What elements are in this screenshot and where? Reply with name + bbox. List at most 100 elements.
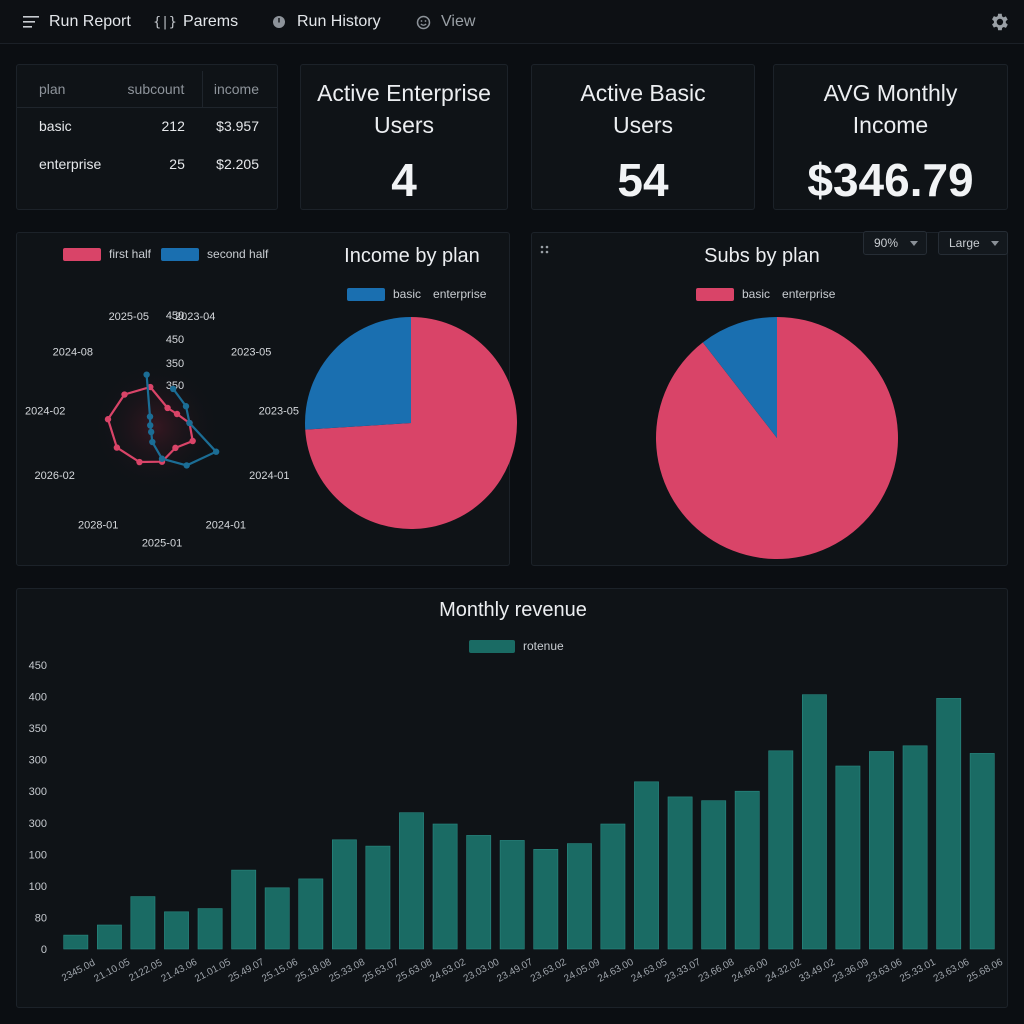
radar-point[interactable] [121, 391, 128, 398]
revenue-bar[interactable] [969, 753, 995, 950]
x-tick-label: 23.66.08 [697, 957, 737, 985]
revenue-bar[interactable] [701, 800, 727, 950]
pie-slice-enterprise[interactable] [702, 317, 777, 438]
revenue-bar[interactable] [634, 781, 659, 950]
radar-axis-label: 2024-02 [25, 406, 65, 418]
radar-point[interactable] [147, 422, 154, 429]
radar-point[interactable] [182, 403, 190, 410]
legend-label-revenue: rotenue [523, 639, 564, 653]
radar-point[interactable] [104, 416, 112, 423]
revenue-bar[interactable] [331, 839, 357, 950]
revenue-bar[interactable] [835, 765, 861, 950]
radar-point[interactable] [146, 413, 154, 420]
radar-point[interactable] [173, 410, 181, 418]
chevron-down-icon [910, 241, 918, 246]
column-header-subcount[interactable]: subcount [115, 71, 204, 108]
run-report-button[interactable]: Run Report [22, 0, 131, 44]
radar-point[interactable] [158, 455, 166, 462]
revenue-bar[interactable] [365, 845, 391, 950]
legend-label-first-half: first half [109, 247, 152, 261]
summary-table-panel: plan subcount income basic 212 $3.957 en… [16, 64, 278, 210]
gear-icon[interactable] [988, 11, 1010, 33]
revenue-bar[interactable] [667, 796, 693, 950]
pie-slice-basic[interactable] [305, 317, 518, 529]
radar-point[interactable] [136, 458, 143, 466]
revenue-bar[interactable] [869, 751, 894, 950]
x-tick-label: 21.10.05 [92, 957, 132, 985]
revenue-bar[interactable] [264, 887, 290, 950]
revenue-bar[interactable] [768, 750, 794, 950]
x-tick-label: 25.33.01 [898, 957, 938, 985]
cell-plan: basic [39, 118, 72, 135]
radar-point[interactable] [172, 444, 179, 452]
revenue-bar[interactable] [231, 869, 257, 950]
radar-point[interactable] [212, 448, 220, 455]
revenue-bar[interactable] [533, 849, 559, 950]
revenue-bar[interactable] [499, 840, 525, 950]
revenue-bar[interactable] [130, 896, 156, 950]
revenue-bar[interactable] [801, 694, 827, 950]
legend-swatch-revenue[interactable] [469, 639, 515, 653]
radar-radial-label: 350 [166, 358, 184, 370]
radar-point[interactable] [183, 462, 190, 469]
pie-slice-basic[interactable] [656, 317, 899, 559]
legend-label-enterprise: enterprise [782, 287, 836, 301]
legend-swatch-first-half[interactable] [63, 247, 101, 261]
radar-point[interactable] [189, 437, 196, 445]
kpi-active-basic-users: Active Basic Users 54 [531, 64, 755, 210]
x-tick-label: 23.63.06 [932, 957, 972, 985]
kpi-title-line: Users [612, 112, 674, 138]
legend-swatch-second-half[interactable] [161, 247, 200, 261]
revenue-bar[interactable] [197, 908, 223, 950]
radar-radial-label: 450 [166, 310, 184, 322]
x-tick-label: 23.03.00 [462, 957, 502, 985]
table-row: basic 212 $3.957 [17, 107, 277, 145]
chevron-down-icon [991, 241, 999, 246]
revenue-bar[interactable] [97, 924, 122, 950]
revenue-bar[interactable] [466, 835, 492, 950]
revenue-bar[interactable] [63, 934, 89, 950]
column-header-plan[interactable]: plan [17, 71, 116, 108]
x-tick-label: 24.63.05 [630, 957, 670, 985]
kpi-value: $346.79 [807, 154, 974, 206]
braces-icon: {|} [153, 14, 177, 30]
size-value: Large [949, 236, 980, 250]
legend-swatch-basic[interactable] [347, 287, 385, 301]
radar-point[interactable] [164, 404, 171, 412]
revenue-bar[interactable] [432, 823, 458, 950]
revenue-bar[interactable] [734, 790, 760, 950]
revenue-bar[interactable] [936, 698, 962, 950]
drag-handle-icon[interactable] [540, 243, 550, 255]
radar-point[interactable] [186, 419, 193, 427]
view-button[interactable]: View [414, 0, 475, 44]
y-tick-label: 100 [29, 881, 47, 893]
kpi-title-line: Users [373, 112, 435, 138]
radar-axis-label: 2026-02 [34, 470, 74, 482]
kpi-title-line: Active Basic [580, 80, 706, 106]
cell-income: $3.957 [216, 118, 259, 135]
x-tick-label: 25.63.07 [361, 957, 401, 985]
radar-point[interactable] [149, 438, 156, 446]
revenue-bar[interactable] [600, 823, 626, 950]
zoom-select[interactable]: 90% [863, 231, 927, 255]
revenue-bar[interactable] [566, 843, 592, 950]
radar-point[interactable] [143, 371, 150, 378]
subs-by-plan-title: Subs by plan [704, 245, 820, 267]
revenue-bar[interactable] [902, 745, 928, 950]
radar-point[interactable] [113, 444, 121, 451]
size-select[interactable]: Large [938, 231, 1008, 255]
revenue-bar[interactable] [298, 878, 324, 950]
revenue-bar[interactable] [399, 812, 424, 950]
column-header-income[interactable]: income [202, 71, 277, 108]
revenue-bar[interactable] [164, 911, 189, 950]
kpi-active-enterprise-users: Active Enterprise Users 4 [300, 64, 508, 210]
params-button[interactable]: {|} Parems [153, 0, 238, 44]
summary-table: plan subcount income basic 212 $3.957 en… [17, 71, 277, 183]
radar-point[interactable] [169, 385, 177, 393]
monthly-revenue-bar-chart: 0 80 100 100 300 300 300 350 400 450 2345.0d21.10.… [29, 660, 1006, 985]
x-tick-label: 2122.05 [127, 957, 164, 984]
pie-slice-enterprise[interactable] [305, 317, 411, 430]
legend-swatch-basic[interactable] [696, 287, 734, 301]
radar-point[interactable] [147, 428, 155, 436]
run-history-button[interactable]: Run History [270, 0, 381, 44]
